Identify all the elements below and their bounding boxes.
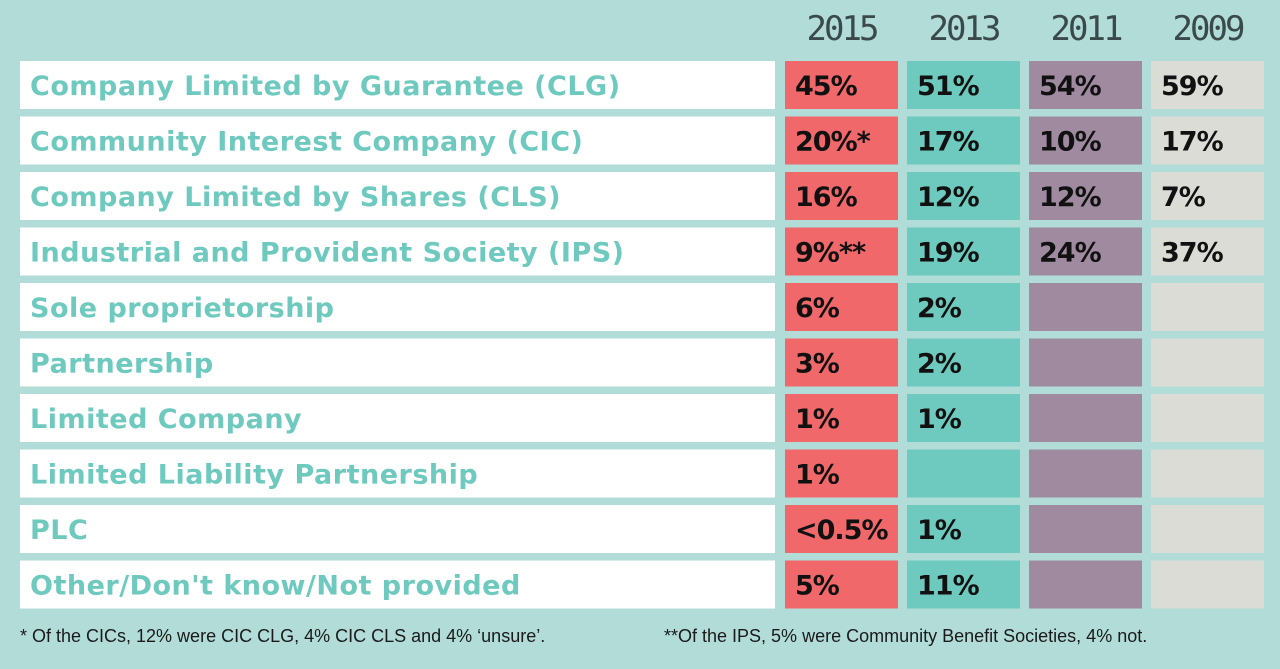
cell-2015 <box>785 172 898 220</box>
year-header-2009: 2009 <box>1173 9 1244 49</box>
cell-value-2013: 11% <box>917 571 980 602</box>
cell-2009 <box>1151 449 1264 498</box>
row-label: Other/Don't know/Not provided <box>30 571 521 602</box>
cell-value-2015: 20%* <box>795 127 871 158</box>
row-label-background <box>20 172 775 220</box>
cell-2011 <box>1029 560 1142 609</box>
cell-2009 <box>1151 394 1264 442</box>
cell-2009 <box>1151 505 1264 553</box>
cell-value-2013: 1% <box>917 404 962 435</box>
row-label-background <box>20 338 775 387</box>
cell-2011 <box>1029 338 1142 387</box>
row-label-background <box>20 394 775 442</box>
cell-value-2015: 5% <box>795 571 840 602</box>
cell-2013 <box>907 172 1020 220</box>
cell-value-2009: 7% <box>1161 182 1206 213</box>
row-label: Company Limited by Guarantee (CLG) <box>30 71 621 102</box>
row-label-background <box>20 283 775 331</box>
cell-2015 <box>785 394 898 442</box>
cell-value-2013: 1% <box>917 515 962 546</box>
footnote-cic: * Of the CICs, 12% were CIC CLG, 4% CIC … <box>20 626 546 646</box>
cell-2013 <box>907 61 1020 109</box>
row-label-background <box>20 61 775 109</box>
cell-2013 <box>907 227 1020 276</box>
cell-2013 <box>907 449 1020 498</box>
cell-value-2015: 1% <box>795 460 840 491</box>
row-label: Community Interest Company (CIC) <box>30 127 583 158</box>
cell-value-2013: 51% <box>917 71 980 102</box>
cell-value-2009: 59% <box>1161 71 1224 102</box>
row-label: Partnership <box>30 349 214 380</box>
row-label: Company Limited by Shares (CLS) <box>30 182 561 213</box>
cell-2013 <box>907 283 1020 331</box>
cell-2009 <box>1151 227 1264 276</box>
cell-2009 <box>1151 283 1264 331</box>
cell-2011 <box>1029 61 1142 109</box>
cell-2011 <box>1029 394 1142 442</box>
cell-2009 <box>1151 61 1264 109</box>
cell-value-2015: 1% <box>795 404 840 435</box>
cell-2013 <box>907 116 1020 165</box>
footnote-ips: **Of the IPS, 5% were Community Benefit … <box>664 626 1148 646</box>
cell-2015 <box>785 61 898 109</box>
cell-value-2015: 3% <box>795 349 840 380</box>
cell-2009 <box>1151 172 1264 220</box>
row-label: PLC <box>30 515 88 546</box>
row-label: Industrial and Provident Society (IPS) <box>30 238 625 269</box>
cell-2013 <box>907 560 1020 609</box>
cell-value-2015: <0.5% <box>795 515 888 546</box>
cell-value-2009: 37% <box>1161 238 1224 269</box>
cell-value-2015: 9%** <box>795 238 866 269</box>
cell-2015 <box>785 505 898 553</box>
cell-2009 <box>1151 338 1264 387</box>
cell-2015 <box>785 283 898 331</box>
year-header-2015: 2015 <box>807 9 877 49</box>
cell-2009 <box>1151 116 1264 165</box>
cell-2009 <box>1151 560 1264 609</box>
cell-2015 <box>785 116 898 165</box>
cell-2013 <box>907 394 1020 442</box>
cell-value-2015: 6% <box>795 293 840 324</box>
cell-2011 <box>1029 283 1142 331</box>
cell-2015 <box>785 560 898 609</box>
row-label-background <box>20 227 775 276</box>
cell-2013 <box>907 505 1020 553</box>
cell-2011 <box>1029 116 1142 165</box>
year-header-2011: 2011 <box>1051 9 1122 49</box>
cell-value-2009: 17% <box>1161 127 1224 158</box>
cell-value-2011: 24% <box>1039 238 1102 269</box>
row-label-background <box>20 449 775 498</box>
cell-2013 <box>907 338 1020 387</box>
row-label: Limited Company <box>30 404 302 435</box>
cell-2011 <box>1029 505 1142 553</box>
cell-value-2011: 54% <box>1039 71 1102 102</box>
row-label-background <box>20 505 775 553</box>
cell-2011 <box>1029 449 1142 498</box>
cell-2015 <box>785 449 898 498</box>
cell-value-2011: 10% <box>1039 127 1102 158</box>
year-header-2013: 2013 <box>929 9 999 49</box>
cell-2015 <box>785 227 898 276</box>
cell-value-2015: 45% <box>795 71 858 102</box>
row-label-background <box>20 116 775 165</box>
cell-2011 <box>1029 227 1142 276</box>
cell-value-2015: 16% <box>795 182 858 213</box>
cell-2011 <box>1029 172 1142 220</box>
cell-value-2013: 2% <box>917 349 962 380</box>
cell-value-2011: 12% <box>1039 182 1102 213</box>
row-label: Sole proprietorship <box>30 293 335 324</box>
cell-value-2013: 2% <box>917 293 962 324</box>
cell-value-2013: 12% <box>917 182 980 213</box>
cell-value-2013: 17% <box>917 127 980 158</box>
row-label: Limited Liability Partnership <box>30 460 478 491</box>
row-label-background <box>20 560 775 609</box>
cell-value-2013: 19% <box>917 238 980 269</box>
cell-2015 <box>785 338 898 387</box>
